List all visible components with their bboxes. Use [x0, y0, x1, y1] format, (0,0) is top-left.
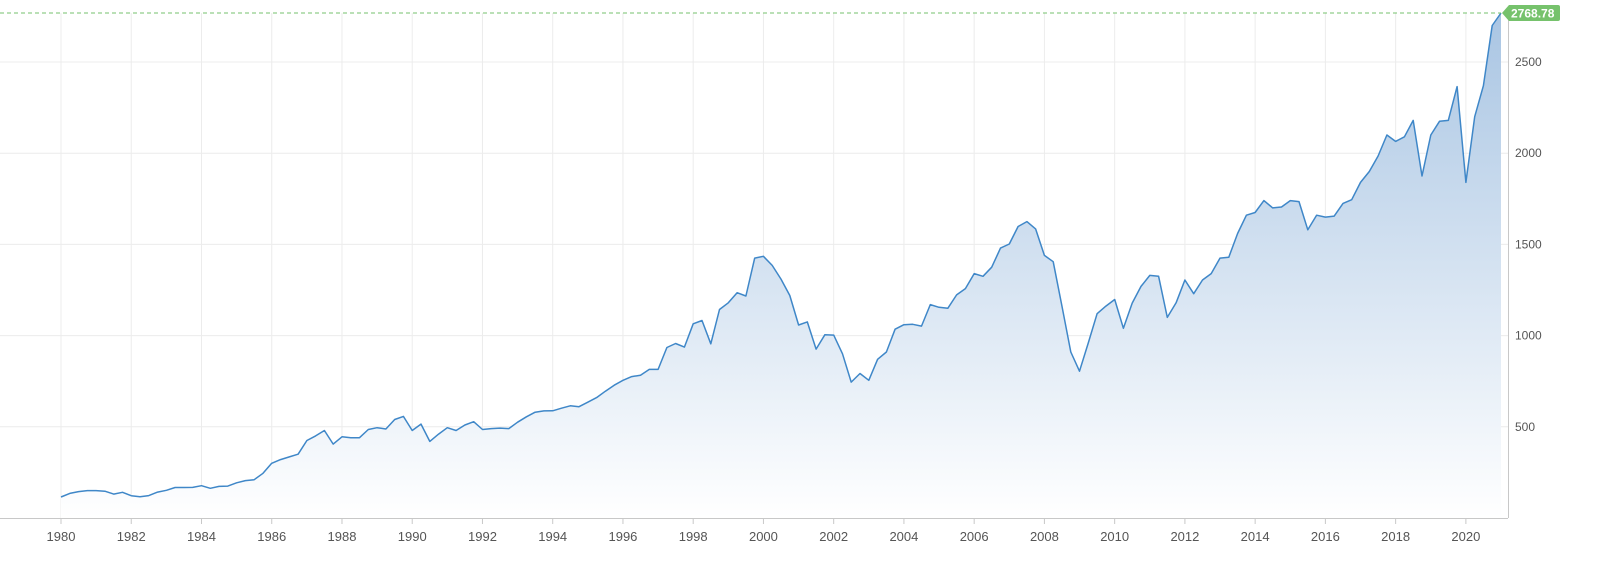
area-fill-layer [61, 13, 1501, 518]
x-tick-label: 2012 [1170, 529, 1199, 544]
last-value-marker: 2768.78 [0, 5, 1560, 21]
x-tick-label: 2006 [960, 529, 989, 544]
y-tick-label: 1500 [1515, 237, 1542, 251]
last-value-label: 2768.78 [1511, 7, 1555, 21]
y-axis-tick-labels: 500 1000 1500 2000 2500 [1515, 55, 1542, 434]
x-tick-label: 2002 [819, 529, 848, 544]
y-tick-label: 500 [1515, 420, 1535, 434]
last-value-badge [1502, 5, 1560, 21]
x-tick-label: 1998 [679, 529, 708, 544]
x-tick-label: 1984 [187, 529, 216, 544]
series-area [61, 13, 1501, 518]
x-tick-label: 1988 [328, 529, 357, 544]
y-tick-label: 2000 [1515, 146, 1542, 160]
x-tick-label: 2000 [749, 529, 778, 544]
x-tick-label: 1982 [117, 529, 146, 544]
x-tick-label: 1996 [608, 529, 637, 544]
x-tick-label: 1990 [398, 529, 427, 544]
x-tick-label: 2010 [1100, 529, 1129, 544]
y-tick-label: 1000 [1515, 329, 1542, 343]
x-tick-label: 1992 [468, 529, 497, 544]
x-tick-label: 1980 [47, 529, 76, 544]
x-tick-label: 2020 [1451, 529, 1480, 544]
x-tick-label: 2018 [1381, 529, 1410, 544]
x-axis-tick-labels: 1980 1982 1984 1986 1988 1990 1992 1994 1996 1998… [47, 529, 1481, 544]
x-tick-label: 2008 [1030, 529, 1059, 544]
x-tick-label: 1986 [257, 529, 286, 544]
axes [0, 13, 1509, 524]
x-tick-label: 2016 [1311, 529, 1340, 544]
x-tick-label: 2004 [889, 529, 918, 544]
series-line [60, 12, 1502, 498]
y-tick-label: 2500 [1515, 55, 1542, 69]
series-line-layer [60, 12, 1502, 498]
x-tick-label: 1994 [538, 529, 567, 544]
x-tick-label: 2014 [1241, 529, 1270, 544]
